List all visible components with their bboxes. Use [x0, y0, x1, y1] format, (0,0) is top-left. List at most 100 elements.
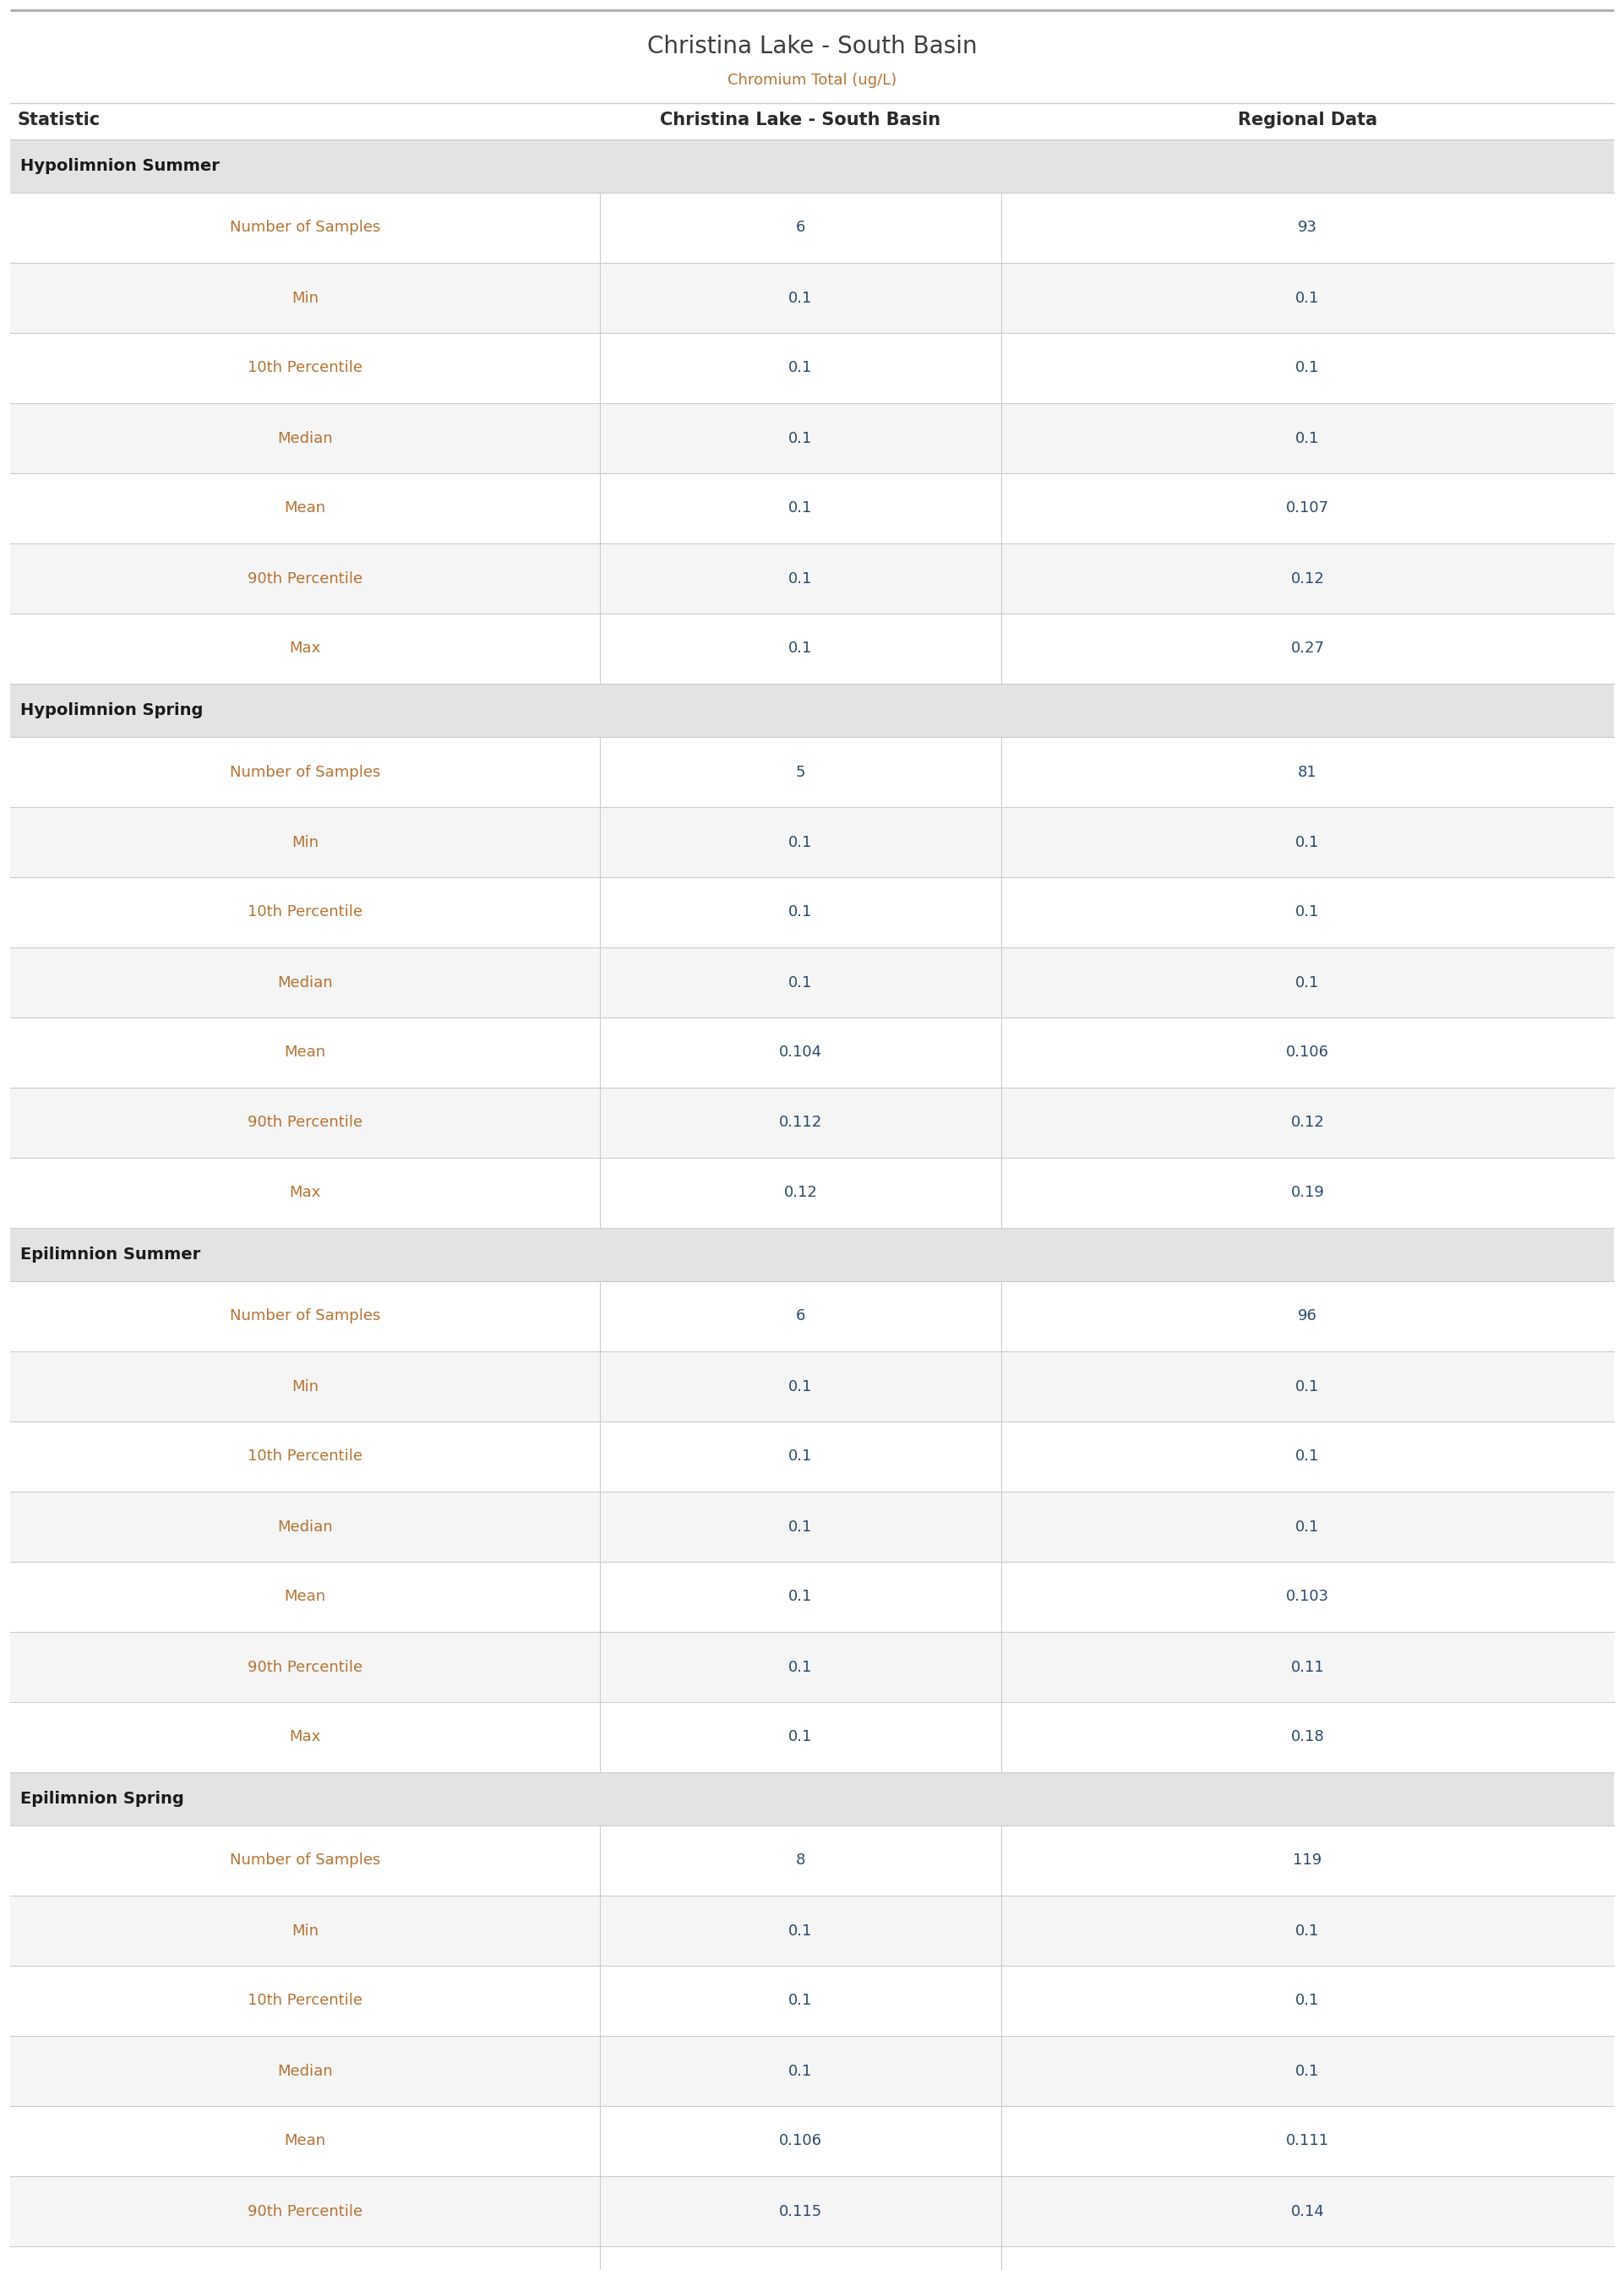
Text: Number of Samples: Number of Samples	[229, 765, 380, 779]
Text: 0.27: 0.27	[1291, 640, 1325, 656]
Text: 10th Percentile: 10th Percentile	[247, 906, 362, 919]
Text: 0.11: 0.11	[1291, 1659, 1324, 1675]
Bar	[10, 1087, 1614, 1158]
Bar	[10, 1562, 1614, 1632]
Bar	[10, 1421, 1614, 1491]
Text: 90th Percentile: 90th Percentile	[247, 1659, 362, 1675]
Text: Mean: Mean	[284, 1589, 326, 1605]
Text: 90th Percentile: 90th Percentile	[247, 1115, 362, 1130]
Text: Christina Lake - South Basin: Christina Lake - South Basin	[661, 111, 940, 129]
Text: Median: Median	[278, 1519, 333, 1535]
Text: 0.1: 0.1	[1296, 974, 1320, 990]
Text: 0.1: 0.1	[789, 640, 812, 656]
Text: Mean: Mean	[284, 502, 326, 515]
Text: 0.1: 0.1	[1296, 1519, 1320, 1535]
Text: 0.1: 0.1	[789, 1589, 812, 1605]
Bar	[10, 1966, 1614, 2036]
Text: 0.1: 0.1	[1296, 291, 1320, 306]
Text: Number of Samples: Number of Samples	[229, 1852, 380, 1868]
Bar	[10, 1351, 1614, 1421]
Text: 5: 5	[796, 765, 806, 779]
Text: Statistic: Statistic	[16, 111, 99, 129]
Text: 0.1: 0.1	[789, 361, 812, 375]
Text: 0.103: 0.103	[1286, 1589, 1328, 1605]
Text: 0.1: 0.1	[789, 974, 812, 990]
Bar	[10, 1825, 1614, 1895]
Text: 90th Percentile: 90th Percentile	[247, 570, 362, 586]
Text: Number of Samples: Number of Samples	[229, 1310, 380, 1323]
Text: 0.1: 0.1	[1296, 431, 1320, 445]
Text: 0.1: 0.1	[1296, 1448, 1320, 1464]
Text: 8: 8	[796, 1852, 806, 1868]
Text: 0.106: 0.106	[780, 2134, 822, 2150]
Text: Median: Median	[278, 431, 333, 445]
Text: 0.107: 0.107	[1286, 502, 1328, 515]
Bar	[10, 1158, 1614, 1228]
Bar	[10, 543, 1614, 613]
Bar	[10, 472, 1614, 543]
Text: 0.112: 0.112	[780, 1115, 822, 1130]
Text: 10th Percentile: 10th Percentile	[247, 361, 362, 375]
Bar	[10, 102, 1614, 138]
Bar	[10, 263, 1614, 334]
Text: Median: Median	[278, 974, 333, 990]
Text: 0.1: 0.1	[1296, 835, 1320, 849]
Bar	[10, 876, 1614, 947]
Bar	[10, 138, 1614, 193]
Text: 0.12: 0.12	[1291, 1115, 1325, 1130]
Bar	[10, 1491, 1614, 1562]
Text: 90th Percentile: 90th Percentile	[247, 2204, 362, 2218]
Text: 0.104: 0.104	[780, 1044, 822, 1060]
Bar	[10, 1632, 1614, 1702]
Text: 0.1: 0.1	[789, 291, 812, 306]
Text: Min: Min	[292, 1378, 318, 1394]
Text: Mean: Mean	[284, 1044, 326, 1060]
Bar	[10, 1228, 1614, 1280]
Text: Max: Max	[289, 640, 322, 656]
Text: 0.1: 0.1	[789, 835, 812, 849]
Text: Min: Min	[292, 835, 318, 849]
Text: 0.1: 0.1	[1296, 1378, 1320, 1394]
Bar	[10, 1895, 1614, 1966]
Text: 0.14: 0.14	[1291, 2204, 1325, 2218]
Text: 0.1: 0.1	[789, 1659, 812, 1675]
Text: 0.1: 0.1	[789, 1730, 812, 1746]
Text: Min: Min	[292, 1923, 318, 1939]
Bar	[10, 1702, 1614, 1773]
Bar	[10, 334, 1614, 404]
Text: 0.1: 0.1	[1296, 906, 1320, 919]
Text: 6: 6	[796, 1310, 806, 1323]
Text: 0.1: 0.1	[789, 1923, 812, 1939]
Text: 0.12: 0.12	[784, 1185, 817, 1201]
Text: 0.1: 0.1	[789, 502, 812, 515]
Text: 0.111: 0.111	[1286, 2134, 1328, 2150]
Bar	[10, 2177, 1614, 2247]
Text: 6: 6	[796, 220, 806, 236]
Text: 0.1: 0.1	[789, 1993, 812, 2009]
Text: 0.1: 0.1	[789, 1448, 812, 1464]
Text: Hypolimnion Summer: Hypolimnion Summer	[19, 159, 219, 175]
Bar	[10, 2107, 1614, 2177]
Text: Epilimnion Summer: Epilimnion Summer	[19, 1246, 200, 1262]
Text: 10th Percentile: 10th Percentile	[247, 1993, 362, 2009]
Text: 0.1: 0.1	[1296, 2063, 1320, 2079]
Text: Min: Min	[292, 291, 318, 306]
Bar	[10, 947, 1614, 1017]
Text: 81: 81	[1298, 765, 1317, 779]
Text: Max: Max	[289, 1185, 322, 1201]
Bar	[10, 404, 1614, 472]
Bar	[10, 808, 1614, 876]
Text: 0.1: 0.1	[789, 2063, 812, 2079]
Text: Chromium Total (ug/L): Chromium Total (ug/L)	[728, 73, 896, 89]
Text: 0.12: 0.12	[1291, 570, 1325, 586]
Text: Christina Lake - South Basin: Christina Lake - South Basin	[646, 34, 978, 59]
Text: 0.1: 0.1	[789, 1519, 812, 1535]
Text: 0.1: 0.1	[1296, 1923, 1320, 1939]
Bar	[10, 193, 1614, 263]
Text: 0.19: 0.19	[1291, 1185, 1325, 1201]
Bar	[10, 1280, 1614, 1351]
Text: 0.1: 0.1	[1296, 361, 1320, 375]
Bar	[10, 1017, 1614, 1087]
Text: 119: 119	[1293, 1852, 1322, 1868]
Text: Epilimnion Spring: Epilimnion Spring	[19, 1791, 184, 1807]
